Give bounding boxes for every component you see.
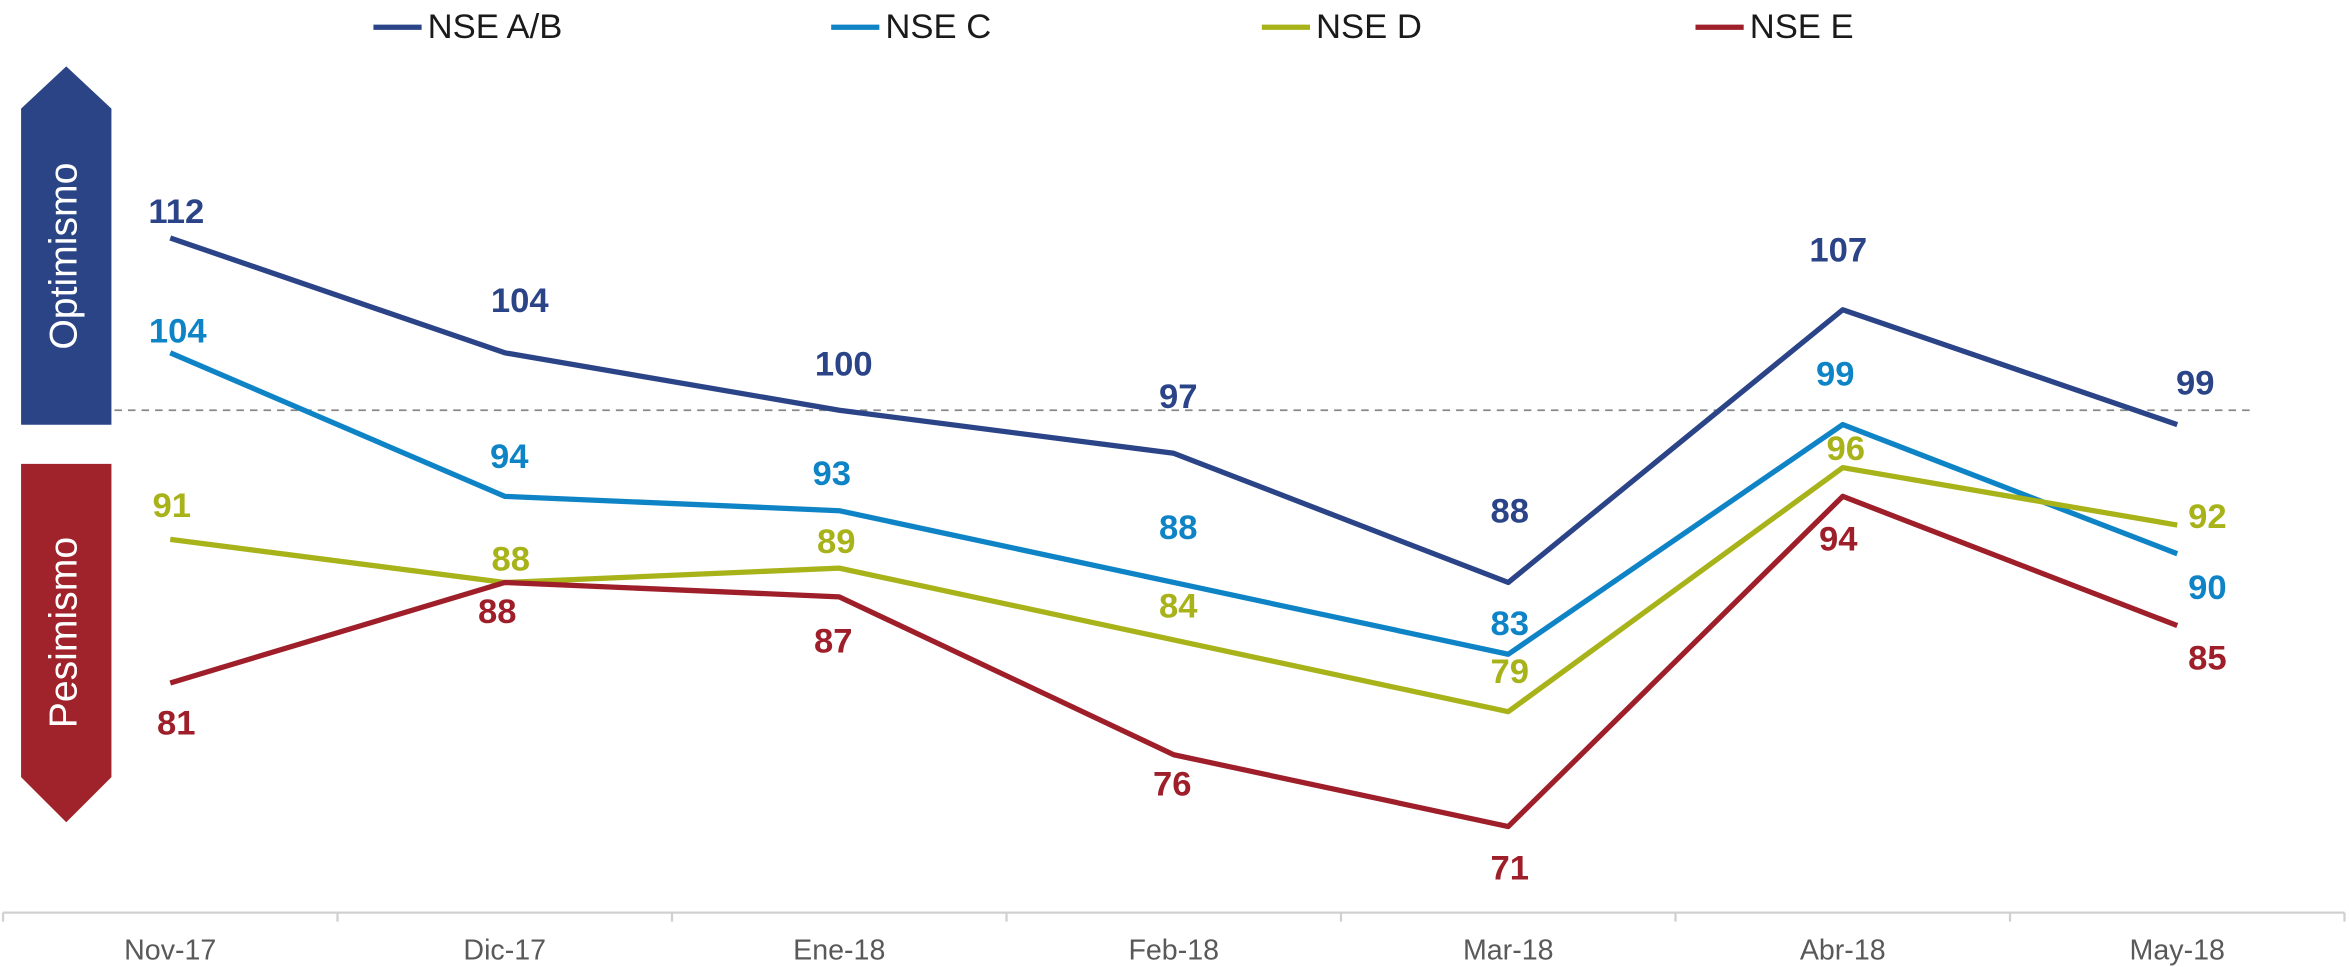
data-label: 85 [2188,639,2227,677]
x-tick-label: Feb-18 [1128,934,1219,966]
data-label: 104 [149,312,208,350]
legend-label: NSE C [885,8,991,46]
data-label: 87 [814,623,853,661]
legend-label: NSE D [1316,8,1422,46]
zone-label: Optimismo [43,163,86,350]
data-label: 96 [1826,430,1865,468]
data-label: 71 [1490,849,1529,887]
data-label: 112 [148,193,204,231]
data-label: 90 [2188,569,2227,607]
data-label: 92 [2188,498,2227,536]
data-label: 99 [1816,356,1855,394]
data-label: 81 [157,704,196,742]
data-label: 88 [1490,492,1529,530]
data-label: 99 [2176,365,2215,403]
data-label: 107 [1809,232,1867,270]
data-label: 83 [1490,605,1529,643]
data-label: 88 [492,541,531,579]
legend-label: NSE A/B [428,8,563,46]
data-label: 94 [490,438,529,476]
data-label: 88 [478,593,517,631]
data-label: 93 [812,455,851,493]
data-label: 100 [815,346,873,384]
data-label: 97 [1159,378,1198,416]
data-label: 104 [491,282,550,320]
data-label: 79 [1490,653,1529,691]
series-line [169,493,2179,830]
x-tick-label: Ene-18 [793,934,885,966]
x-tick-label: Dic-17 [463,934,546,966]
x-tick-label: May-18 [2130,934,2225,966]
data-label: 84 [1159,587,1198,625]
series-line [169,235,2179,586]
data-label: 89 [817,523,856,561]
data-label: 91 [153,487,192,525]
x-tick-label: Nov-17 [124,934,216,966]
pessimism-zone [21,463,112,823]
x-tick-label: Mar-18 [1463,934,1554,966]
data-label: 94 [1819,521,1858,559]
zone-label: Pesimismo [43,537,86,728]
optimism-zone [21,66,112,425]
data-label: 88 [1159,509,1198,547]
legend-label: NSE E [1750,8,1854,46]
series-line [169,350,2179,657]
data-label: 76 [1153,766,1192,804]
x-tick-label: Abr-18 [1800,934,1886,966]
